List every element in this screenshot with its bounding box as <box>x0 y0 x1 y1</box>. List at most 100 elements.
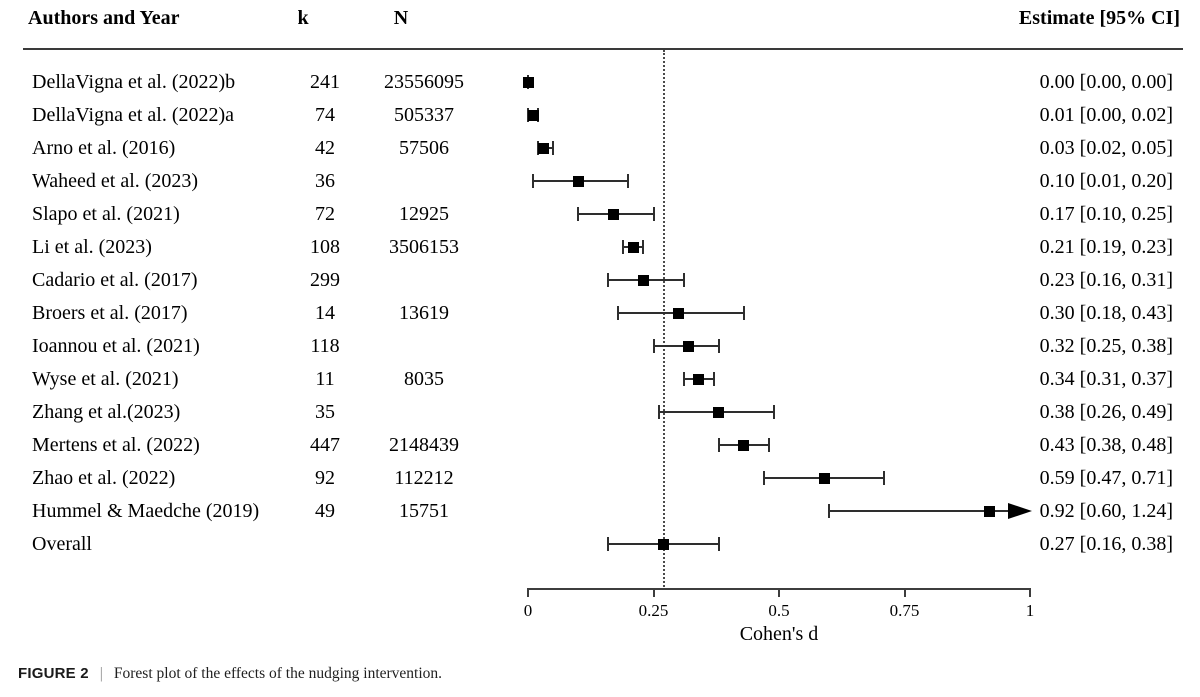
x-axis-tick-label: 0.75 <box>889 601 920 620</box>
x-axis-tick <box>1029 588 1031 597</box>
study-estimate-label: 0.59 [0.47, 0.71] <box>1039 467 1173 489</box>
study-row: Broers et al. (2017) 14 13619 0.30 [0.18, 0… <box>0 297 1200 330</box>
ci-cap-high <box>652 207 655 221</box>
x-axis-tick-label: 1 <box>1025 601 1035 620</box>
study-row: Slapo et al. (2021) 72 12925 0.17 [0.10, 0.… <box>0 198 1200 231</box>
study-k-value: 14 <box>315 302 335 324</box>
ci-cap-low <box>617 306 620 320</box>
ci-cap-high <box>712 372 715 386</box>
effect-marker <box>572 175 584 187</box>
effect-marker <box>693 373 705 385</box>
study-k-value: 35 <box>315 401 335 423</box>
x-axis-tick <box>652 588 655 597</box>
ci-cap-low <box>622 240 625 254</box>
caption-text: Forest plot of the effects of the nudgin… <box>113 665 443 682</box>
study-author-label: Zhao et al. (2022) <box>32 467 176 489</box>
ci-cap-high <box>767 438 770 452</box>
ci-cap-high <box>883 471 886 485</box>
effect-marker <box>713 406 725 418</box>
effect-marker <box>683 340 695 352</box>
ci-cap-high <box>682 273 685 287</box>
ci-cap-low <box>682 372 685 386</box>
study-n-value: 12925 <box>399 203 449 225</box>
ci-arrow-right <box>1008 503 1032 519</box>
ci-cap-high <box>717 537 720 551</box>
ci-cap-low <box>577 207 580 221</box>
ci-cap-high <box>642 240 645 254</box>
x-axis-tick <box>778 588 780 597</box>
ci-cap-high <box>717 339 720 353</box>
study-row: Cadario et al. (2017) 299 0.23 [0.16, 0.31… <box>0 264 1200 297</box>
effect-marker <box>637 274 649 286</box>
study-author-label: Ioannou et al. (2021) <box>32 335 200 357</box>
ci-cap-low <box>717 438 720 452</box>
ci-cap-low <box>657 405 660 419</box>
study-k-value: 42 <box>315 137 335 159</box>
study-author-label: Wyse et al. (2021) <box>32 368 179 390</box>
study-author-label: Arno et al. (2016) <box>32 137 176 159</box>
study-row: DellaVigna et al. (2022)b 241 23556095 0.00… <box>0 66 1200 99</box>
study-row: Waheed et al. (2023) 36 0.10 [0.01, 0.20] <box>0 165 1200 198</box>
authors-column-header: Authors and Year <box>28 7 180 29</box>
header-divider-line <box>23 48 1183 50</box>
ci-cap-low <box>652 339 655 353</box>
study-row: DellaVigna et al. (2022)a 74 505337 0.01 [0… <box>0 99 1200 132</box>
study-estimate-label: 0.00 [0.00, 0.00] <box>1039 71 1173 93</box>
study-k-value: 447 <box>310 434 340 456</box>
study-estimate-label: 0.03 [0.02, 0.05] <box>1039 137 1173 159</box>
study-row: Hummel & Maedche (2019) 49 15751 0.92 [0.60… <box>0 495 1200 528</box>
ci-cap-low <box>762 471 765 485</box>
ci-cap-high <box>552 141 555 155</box>
study-estimate-label: 0.38 [0.26, 0.49] <box>1039 401 1173 423</box>
study-author-label: DellaVigna et al. (2022)b <box>32 71 236 93</box>
effect-marker <box>658 538 670 550</box>
study-estimate-label: 0.34 [0.31, 0.37] <box>1039 368 1173 390</box>
effect-marker <box>673 307 685 319</box>
x-axis-title: Cohen's d <box>739 623 819 645</box>
study-k-value: 74 <box>315 104 335 126</box>
effect-marker <box>627 241 639 253</box>
effect-marker <box>607 208 619 220</box>
study-n-value: 57506 <box>399 137 449 159</box>
study-estimate-label: 0.21 [0.19, 0.23] <box>1039 236 1173 258</box>
study-row: Mertens et al. (2022) 447 2148439 0.43 [0.3… <box>0 429 1200 462</box>
study-row: Wyse et al. (2021) 11 8035 0.34 [0.31, 0.37… <box>0 363 1200 396</box>
n-column-header: N <box>393 7 409 29</box>
study-estimate-label: 0.30 [0.18, 0.43] <box>1039 302 1173 324</box>
study-author-label: DellaVigna et al. (2022)a <box>32 104 235 126</box>
study-author-label: Overall <box>32 533 92 555</box>
x-axis-tick-label: 0.25 <box>638 601 669 620</box>
study-estimate-label: 0.10 [0.01, 0.20] <box>1039 170 1173 192</box>
study-estimate-label: 0.27 [0.16, 0.38] <box>1039 533 1173 555</box>
study-row: Li et al. (2023) 108 3506153 0.21 [0.19, 0.… <box>0 231 1200 264</box>
caption-separator: | <box>99 665 103 682</box>
effect-marker <box>527 109 539 121</box>
figure-caption: FIGURE 2 | Forest plot of the effects of t… <box>18 663 442 684</box>
study-author-label: Cadario et al. (2017) <box>32 269 198 291</box>
study-k-value: 49 <box>315 500 335 522</box>
study-estimate-label: 0.32 [0.25, 0.38] <box>1039 335 1173 357</box>
study-estimate-label: 0.43 [0.38, 0.48] <box>1039 434 1173 456</box>
ci-cap-low <box>607 273 610 287</box>
ci-cap-high <box>742 306 745 320</box>
estimate-column-header: Estimate [95% CI] <box>1018 7 1180 29</box>
study-n-value: 8035 <box>404 368 444 390</box>
study-estimate-label: 0.23 [0.16, 0.31] <box>1039 269 1173 291</box>
reference-line <box>662 50 665 590</box>
study-row: Zhao et al. (2022) 92 112212 0.59 [0.47, 0.… <box>0 462 1200 495</box>
study-author-label: Mertens et al. (2022) <box>32 434 200 456</box>
study-n-value: 23556095 <box>384 71 464 93</box>
study-row: Zhang et al.(2023) 35 0.38 [0.26, 0.49] <box>0 396 1200 429</box>
study-n-value: 13619 <box>399 302 449 324</box>
study-n-value: 112212 <box>394 467 454 489</box>
study-k-value: 36 <box>315 170 335 192</box>
study-n-value: 3506153 <box>389 236 459 258</box>
ci-whisker <box>829 510 1008 512</box>
study-author-label: Waheed et al. (2023) <box>32 170 199 192</box>
ci-cap-low <box>828 504 831 518</box>
study-estimate-label: 0.92 [0.60, 1.24] <box>1039 500 1173 522</box>
study-author-label: Zhang et al.(2023) <box>32 401 181 423</box>
effect-marker <box>537 142 549 154</box>
ci-cap-low <box>607 537 610 551</box>
